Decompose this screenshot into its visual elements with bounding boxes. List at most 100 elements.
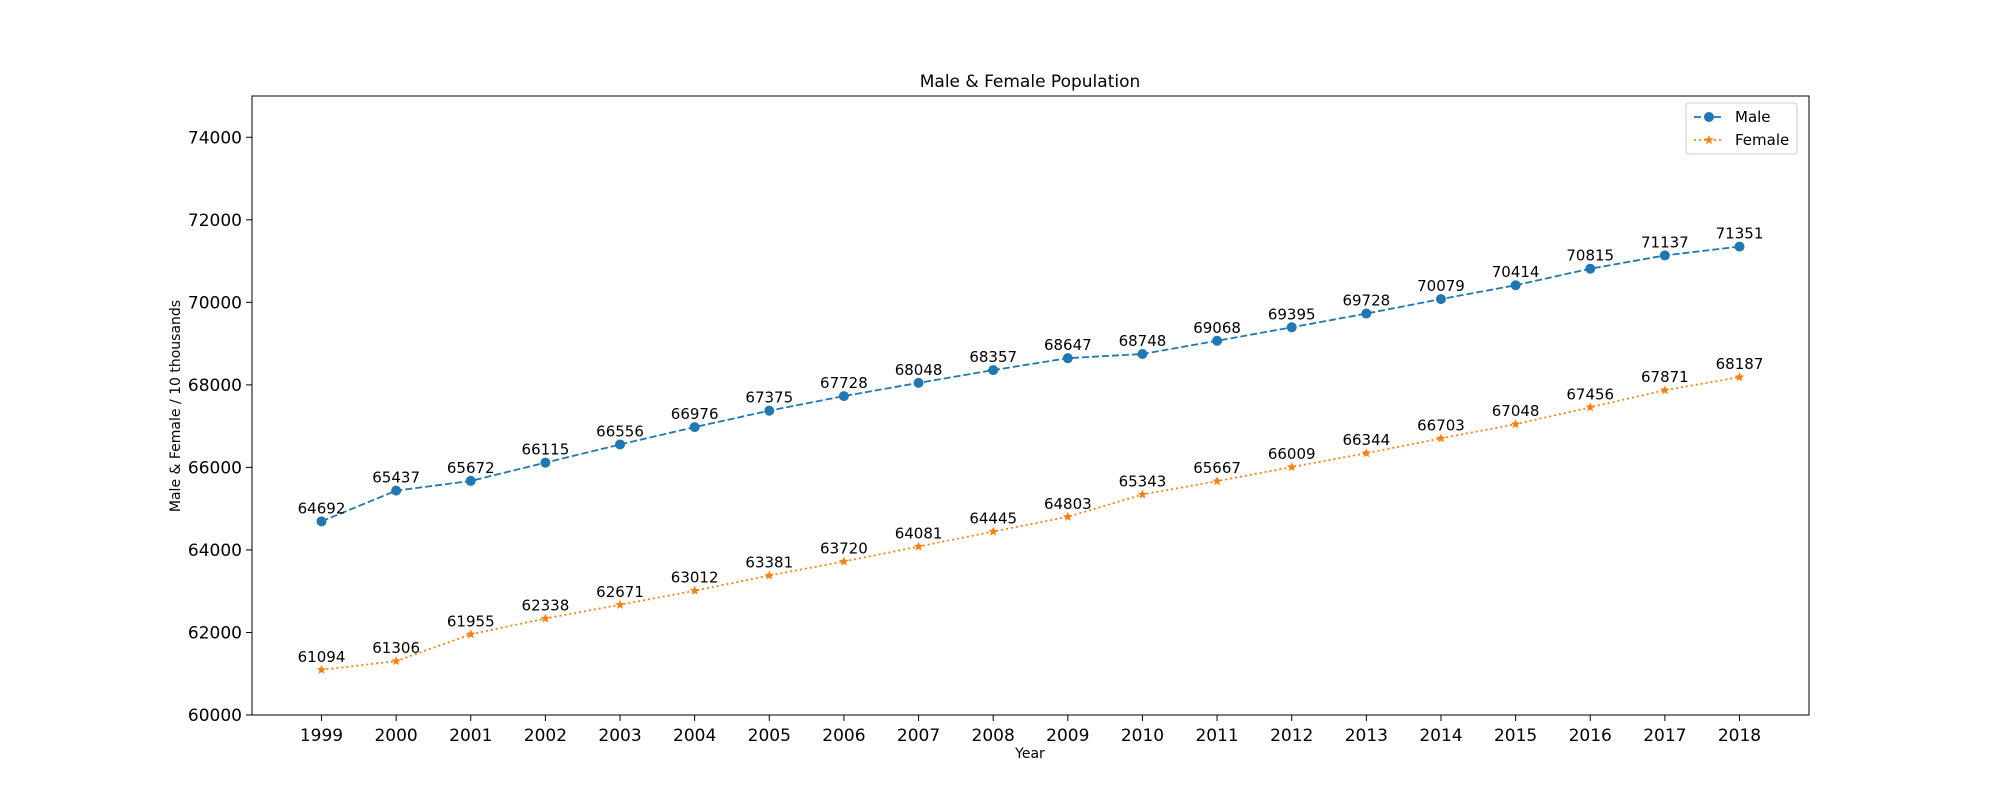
y-tick-label: 66000 — [188, 458, 242, 478]
series-line-female — [321, 376, 1740, 671]
x-tick-label: 2018 — [1718, 726, 1761, 746]
x-tick-label: 2008 — [972, 726, 1015, 746]
x-tick-label: 2003 — [598, 726, 641, 746]
data-point-male — [764, 405, 775, 416]
y-tick-label: 68000 — [188, 376, 242, 396]
data-point-female — [1585, 402, 1595, 412]
y-tick-label: 70000 — [188, 293, 242, 313]
data-label-female: 68187 — [1716, 355, 1764, 373]
x-tick-label: 1999 — [300, 726, 343, 746]
y-axis-title: Male & Female / 10 thousands — [168, 300, 184, 512]
data-label-male: 66556 — [596, 422, 644, 440]
data-point-female — [615, 599, 625, 609]
y-tick-label: 60000 — [188, 706, 242, 726]
x-tick-label: 2013 — [1345, 726, 1388, 746]
data-point-male — [1435, 294, 1446, 305]
data-label-male: 64692 — [298, 499, 346, 517]
x-tick-label: 2001 — [449, 726, 492, 746]
data-point-female — [1137, 489, 1148, 499]
data-point-female — [1212, 476, 1222, 486]
x-tick-label: 2000 — [374, 726, 417, 746]
series-line-male — [321, 245, 1740, 523]
x-tick-label: 2016 — [1569, 726, 1612, 746]
data-point-female — [1063, 511, 1073, 521]
data-label-female: 66009 — [1268, 445, 1316, 463]
data-label-male: 67728 — [820, 374, 868, 392]
data-point-male — [988, 365, 999, 376]
data-label-female: 63012 — [671, 569, 719, 587]
data-point-male — [465, 475, 476, 486]
data-point-male — [391, 485, 402, 496]
data-label-female: 66703 — [1417, 416, 1465, 434]
x-tick-label: 2012 — [1270, 726, 1313, 746]
legend-label-female: Female — [1735, 131, 1789, 149]
x-tick-label: 2005 — [748, 726, 791, 746]
data-label-male: 71137 — [1641, 233, 1689, 251]
data-point-female — [913, 541, 924, 551]
data-point-male — [913, 377, 924, 388]
data-point-male — [1361, 308, 1372, 319]
data-label-male: 68647 — [1044, 336, 1092, 354]
data-point-female — [540, 613, 551, 623]
data-label-female: 63720 — [820, 539, 868, 557]
y-tick-label: 74000 — [188, 128, 242, 148]
data-point-female — [1286, 462, 1297, 472]
data-label-female: 64803 — [1044, 495, 1092, 513]
data-label-female: 61955 — [447, 612, 495, 630]
x-tick-label: 2015 — [1494, 726, 1537, 746]
data-label-male: 70079 — [1417, 277, 1465, 295]
data-label-male: 69395 — [1268, 305, 1316, 323]
data-label-female: 62671 — [596, 583, 644, 601]
data-point-male — [1585, 263, 1596, 274]
data-label-male: 68748 — [1119, 332, 1167, 350]
plot-area: 1999 2000 2001 2002 2003 2004 2005 2006 2007 2008… — [188, 128, 1763, 746]
legend-marker-male — [1704, 112, 1714, 122]
data-label-female: 64445 — [969, 510, 1017, 528]
data-point-male — [540, 457, 551, 468]
data-point-male — [1510, 280, 1521, 291]
chart-title: Male & Female Population — [920, 72, 1141, 92]
data-label-female: 65343 — [1119, 473, 1167, 491]
data-label-male: 67375 — [745, 389, 793, 407]
x-tick-label: 2004 — [673, 726, 716, 746]
data-point-male — [1062, 353, 1073, 364]
data-label-female: 67871 — [1641, 368, 1689, 386]
data-label-female: 66344 — [1342, 431, 1390, 449]
x-tick-label: 2006 — [822, 726, 865, 746]
data-label-male: 70414 — [1492, 263, 1540, 281]
data-label-female: 65667 — [1193, 459, 1241, 477]
data-point-female — [1734, 372, 1745, 382]
data-label-female: 63381 — [745, 553, 793, 571]
x-tick-label: 2002 — [524, 726, 567, 746]
data-label-male: 71351 — [1716, 225, 1764, 243]
data-point-male — [1659, 250, 1670, 261]
data-point-male — [1137, 348, 1148, 359]
data-point-female — [764, 570, 775, 580]
x-tick-label: 2017 — [1643, 726, 1686, 746]
data-label-male: 68357 — [969, 348, 1017, 366]
legend: Male Female — [1685, 102, 1798, 155]
data-point-female — [689, 585, 700, 595]
x-tick-label: 2014 — [1419, 726, 1462, 746]
data-label-female: 61094 — [298, 648, 346, 666]
data-point-male — [615, 439, 626, 450]
data-point-female — [316, 664, 327, 674]
data-point-female — [391, 656, 401, 666]
data-label-male: 68048 — [895, 361, 943, 379]
data-label-male: 66976 — [671, 405, 719, 423]
data-label-male: 66115 — [522, 441, 570, 459]
data-point-male — [316, 516, 327, 527]
legend-marker-female — [1704, 135, 1714, 145]
x-tick-label: 2009 — [1046, 726, 1089, 746]
data-label-female: 62338 — [522, 597, 570, 615]
x-tick-label: 2010 — [1121, 726, 1164, 746]
data-label-male: 69068 — [1193, 319, 1241, 337]
data-point-female — [1510, 419, 1521, 429]
x-tick-label: 2011 — [1195, 726, 1238, 746]
data-label-male: 70815 — [1566, 247, 1614, 265]
y-tick-label: 64000 — [188, 541, 242, 561]
y-tick-label: 72000 — [188, 211, 242, 231]
data-point-male — [838, 391, 849, 402]
data-point-female — [1361, 448, 1372, 458]
